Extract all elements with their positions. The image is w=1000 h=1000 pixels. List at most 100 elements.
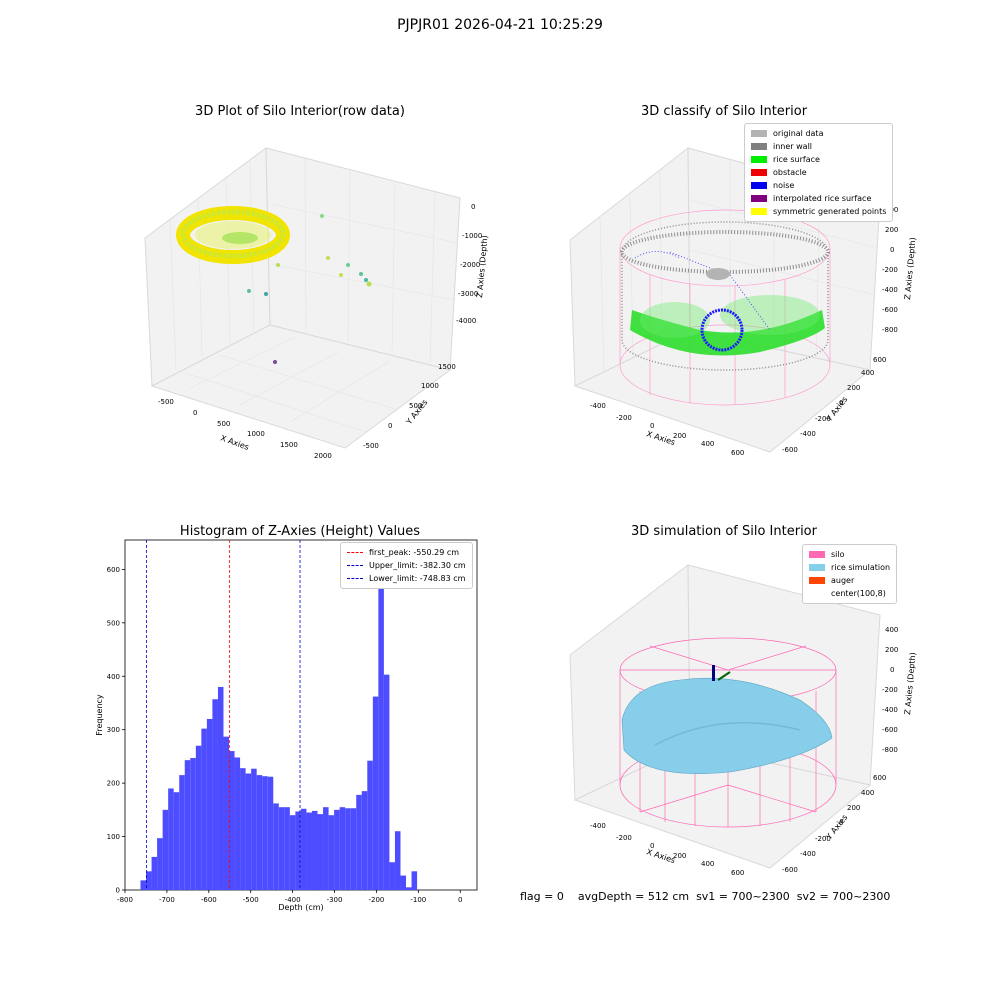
classify-y-ticks: -600 -400 -200 0 200 400 600 [782,356,886,454]
svg-text:-2000: -2000 [460,261,480,269]
legend-line [347,578,363,579]
legend-swatch [809,590,825,597]
histogram-x-tick-label: 0 [458,896,462,904]
svg-text:200: 200 [885,646,898,654]
legend-swatch [809,551,825,558]
histogram-bar [212,699,218,890]
stats-text: avgDepth = 512 cm sv1 = 700~2300 sv2 = 7… [577,890,891,903]
legend-item-symmetric-generated-points: symmetric generated points [751,205,886,218]
svg-text:-200: -200 [815,835,831,843]
classify-plot-title: 3D classify of Silo Interior [640,104,808,119]
histogram-bar [317,814,324,890]
svg-text:0: 0 [650,422,654,430]
simulation-z-ticks: 400 200 0 -200 -400 -600 -800 [882,626,898,754]
histogram-bar [168,788,174,890]
svg-text:-500: -500 [363,442,379,450]
histogram-chart: -800 -700 -600 -500 -400 -300 -200 -100 0 0 100 20… [95,539,478,912]
legend-swatch [751,130,767,137]
histogram-bar [378,556,384,890]
histogram-x-label: Depth (cm) [278,903,323,912]
raw-z-axis-label: Z Axies (Depth) [475,235,489,298]
histogram-bar [195,745,202,890]
svg-text:0: 0 [890,246,894,254]
svg-text:-800: -800 [882,746,898,754]
raw-plot-title: 3D Plot of Silo Interior(row data) [195,104,405,119]
svg-text:-600: -600 [782,866,798,874]
histogram-bar [372,696,379,890]
svg-text:-200: -200 [616,834,632,842]
classify-3d-plot: -400 -200 0 200 400 600 X Axies -600 -40… [569,146,917,457]
legend-item-first-peak: first_peak: -550.29 cm [347,546,466,559]
raw-y-ticks: -500 0 500 1000 1500 [363,363,456,450]
svg-text:-400: -400 [590,822,606,830]
legend-item-rice-simulation: rice simulation [809,561,890,574]
svg-text:200: 200 [847,804,860,812]
histogram-bar [223,736,230,890]
svg-text:2000: 2000 [314,452,332,460]
legend-item-auger: auger [809,574,890,587]
svg-text:-400: -400 [800,850,816,858]
histogram-bar [262,776,268,890]
raw-3d-plot: -500 0 500 1000 1500 2000 X Axies -500 0… [144,147,489,460]
histogram-y-tick-label: 500 [107,619,120,627]
legend-item-original-data: original data [751,127,886,140]
svg-text:200: 200 [673,432,686,440]
simulation-z-axis-label: Z Axies (Depth) [903,652,917,715]
histogram-bar [173,792,180,890]
classify-rice-surface [630,295,825,356]
histogram-bar [190,758,196,890]
histogram-bar [140,880,147,890]
figure-title: PJPJR01 2026-04-21 10:25:29 [397,17,603,33]
histogram-x-tick-label: -800 [117,896,133,904]
histogram-bar [406,887,412,890]
svg-text:-200: -200 [815,415,831,423]
histogram-bar [411,871,418,890]
svg-text:1500: 1500 [280,441,298,449]
svg-text:400: 400 [861,369,874,377]
histogram-bar [356,794,362,890]
svg-text:-200: -200 [882,266,898,274]
legend-item-upper-limit: Upper_limit: -382.30 cm [347,559,466,572]
svg-text:-1000: -1000 [462,232,482,240]
histogram-bar [157,838,163,890]
histogram-bar [289,815,296,890]
classify-legend: original data inner wall rice surface ob… [744,123,894,222]
raw-scatter-points [247,214,372,364]
histogram-bar [394,831,401,890]
svg-text:0: 0 [839,819,843,827]
legend-swatch [751,143,767,150]
histogram-bar [240,768,246,890]
raw-x-axis-label: X Axies [219,433,250,452]
histogram-x-tick-label: -600 [201,896,217,904]
histogram-bar [206,719,213,890]
legend-item-silo: silo [809,548,890,561]
histogram-bar [361,791,368,890]
histogram-x-tick-label: -200 [368,896,384,904]
histogram-x-tick-label: -500 [243,896,259,904]
classify-z-axis-label: Z Axies (Depth) [903,237,917,300]
legend-line [347,565,363,566]
svg-text:400: 400 [701,860,714,868]
histogram-y-tick-label: 100 [107,833,120,841]
svg-text:-3000: -3000 [458,290,478,298]
histogram-bar [146,871,152,890]
histogram-bar [311,810,318,890]
classify-noise [634,251,771,352]
histogram-y-tick-label: 600 [107,566,120,574]
svg-text:1000: 1000 [421,382,439,390]
histogram-bar [389,862,395,890]
svg-text:400: 400 [701,440,714,448]
svg-text:0: 0 [839,399,843,407]
histogram-bar [278,807,285,890]
histogram-bar [273,803,279,890]
simulation-x-ticks: -400 -200 0 200 400 600 [590,822,744,877]
simulation-plot-title: 3D simulation of Silo Interior [631,524,817,539]
legend-swatch [809,564,825,571]
svg-text:500: 500 [217,420,230,428]
svg-text:-600: -600 [882,306,898,314]
svg-text:-400: -400 [800,430,816,438]
histogram-bar [162,809,169,890]
legend-item-center: center(100,8) [809,587,890,600]
histogram-bar [251,768,257,890]
legend-swatch [751,208,767,215]
